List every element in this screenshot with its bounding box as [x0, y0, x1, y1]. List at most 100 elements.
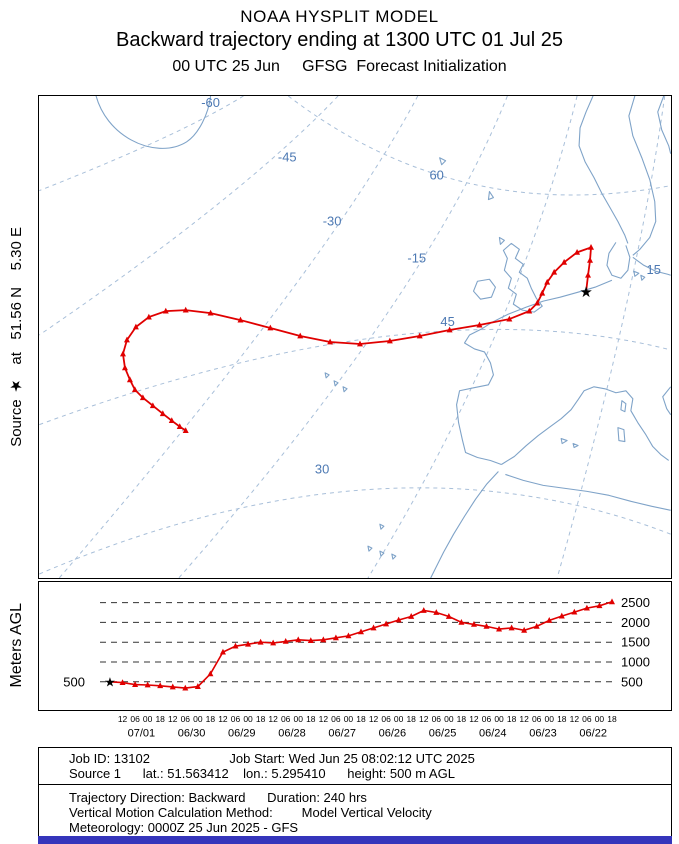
trajectory-marker-triangle — [168, 417, 175, 424]
time-axis-hour-label: 06 — [231, 714, 241, 724]
time-axis-hour-label: 18 — [557, 714, 567, 724]
trajectory-marker-triangle — [544, 278, 551, 285]
time-axis-hour-label: 00 — [394, 714, 404, 724]
direction-duration-line: Trajectory Direction: Backward Duration:… — [69, 790, 367, 805]
trajectory-marker-triangle — [307, 637, 314, 644]
trajectory-marker-triangle — [162, 307, 169, 314]
trajectory-marker-triangle — [182, 306, 189, 313]
trajectory-marker-triangle — [356, 340, 363, 347]
height-axis-tick-label: 2000 — [621, 615, 650, 630]
trajectory-marker-triangle — [483, 622, 490, 629]
trajectory-marker-triangle — [358, 628, 364, 635]
trajectory-marker-triangle — [585, 271, 592, 278]
graticule-lines — [39, 96, 671, 578]
time-axis-hour-label: 06 — [582, 714, 592, 724]
meters-agl-text: Meters AGL — [8, 602, 25, 688]
trajectory-marker-triangle — [587, 256, 594, 263]
trajectory-title: Backward trajectory ending at 1300 UTC 0… — [116, 29, 563, 51]
source-coords-line: Source 1 lat.: 51.563412 lon.: 5.295410 … — [69, 766, 455, 781]
time-axis-hour-label: 00 — [243, 714, 253, 724]
time-axis-hour-label: 12 — [118, 714, 128, 724]
time-axis-hour-label: 18 — [256, 714, 266, 724]
height-profile-line — [109, 601, 613, 689]
time-axis-hour-label: 00 — [595, 714, 605, 724]
trajectory-marker-triangle — [119, 350, 126, 357]
source-star-icon: ★ — [579, 284, 592, 301]
profile-start-star-icon: ★ — [104, 674, 116, 689]
time-axis-hour-label: 18 — [607, 714, 617, 724]
trajectory-marker-triangle — [506, 315, 513, 322]
trajectory-marker-triangle — [571, 608, 578, 615]
trajectory-marker-triangle — [420, 607, 427, 613]
trajectory-marker-triangle — [583, 604, 590, 611]
trajectory-marker-triangle — [119, 679, 126, 685]
time-axis-hour-label: 06 — [532, 714, 542, 724]
meteorology-line: Meteorology: 0000Z 25 Jun 2025 - GFS — [69, 820, 299, 835]
height-axis-tick-label: 1000 — [621, 655, 650, 670]
trajectory-marker-triangle — [458, 619, 465, 625]
time-axis-date-label: 06/24 — [479, 728, 507, 740]
time-axis-hour-label: 18 — [155, 714, 165, 724]
trajectory-marker-triangle — [270, 639, 277, 646]
time-axis-hour-label: 12 — [469, 714, 479, 724]
trajectory-marker-triangle — [121, 364, 128, 371]
run-settings-section: Trajectory Direction: Backward Duration:… — [39, 785, 671, 840]
trajectory-marker-triangle — [395, 616, 402, 623]
time-axis-hour-label: 00 — [344, 714, 354, 724]
trajectory-marker-triangle — [149, 402, 156, 409]
time-axis-hour-label: 00 — [143, 714, 153, 724]
height-axis-tick-label: 1500 — [621, 635, 650, 650]
time-axis-hour-label: 12 — [218, 714, 228, 724]
trajectory-marker-triangle — [345, 632, 352, 639]
trajectory-marker-triangle — [169, 683, 176, 690]
trajectory-marker-triangle — [257, 638, 264, 645]
source-location-text: Source ★ at 51.56 N 5.30 E — [8, 227, 25, 447]
trajectory-marker-triangle — [237, 316, 244, 323]
trajectory-marker-triangle — [159, 410, 166, 417]
trajectory-marker-triangle — [327, 338, 334, 345]
initialization-subtitle: 00 UTC 25 Jun GFSG Forecast Initializati… — [172, 58, 507, 75]
trajectory-marker-triangle — [561, 258, 568, 265]
trajectory-marker-triangle — [144, 681, 151, 688]
model-title: NOAA HYSPLIT MODEL — [240, 7, 439, 26]
time-axis-hour-label: 06 — [130, 714, 140, 724]
trajectory-marker-triangle — [282, 638, 289, 644]
run-info-box: Job ID: 13102 Job Start: Wed Jun 25 08:0… — [38, 747, 672, 841]
trajectory-marker-triangle — [145, 313, 152, 320]
trajectory-marker-triangle — [123, 336, 130, 343]
trajectory-marker-triangle — [445, 613, 452, 619]
time-axis-hour-label: 18 — [507, 714, 517, 724]
trajectory-marker-triangle — [297, 332, 304, 339]
time-axis-hour-label: 12 — [268, 714, 278, 724]
trajectory-marker-triangle — [267, 324, 274, 331]
trajectory-marker-triangle — [476, 321, 483, 328]
graticule-label: -15 — [407, 250, 426, 265]
trajectory-marker-triangle — [496, 625, 503, 632]
graticule-label: -45 — [278, 150, 297, 165]
trajectory-marker-triangle — [182, 427, 189, 434]
time-axis-hour-label: 12 — [319, 714, 329, 724]
trajectory-marker-triangle — [370, 624, 377, 631]
trajectory-map-panel: -60 -45 -30 -15 60 45 30 15 ★ — [38, 95, 672, 579]
trajectory-marker-triangle — [207, 309, 214, 316]
time-axis-date-label: 06/25 — [429, 728, 457, 740]
trajectory-marker-triangle — [320, 636, 327, 643]
trajectory-marker-triangle — [596, 602, 603, 609]
time-axis-hour-label: 06 — [331, 714, 341, 724]
graticule-label: -60 — [201, 96, 220, 110]
trajectory-marker-triangle — [207, 670, 214, 677]
time-axis-date-label: 06/30 — [178, 728, 206, 740]
trajectory-marker-triangle — [551, 268, 558, 275]
trajectory-marker-triangle — [609, 598, 615, 605]
time-axis-hour-label: 06 — [281, 714, 291, 724]
graticule-label: 30 — [315, 461, 329, 476]
time-axis-date-label: 06/26 — [379, 728, 407, 740]
time-axis-hour-label: 00 — [545, 714, 555, 724]
time-axis-date-label: 07/01 — [128, 728, 156, 740]
time-axis-hour-label: 18 — [406, 714, 416, 724]
coastlines — [95, 96, 671, 578]
trajectory-marker-triangle — [508, 624, 515, 631]
graticule-label: 60 — [429, 168, 443, 183]
time-axis-hour-label: 18 — [356, 714, 366, 724]
